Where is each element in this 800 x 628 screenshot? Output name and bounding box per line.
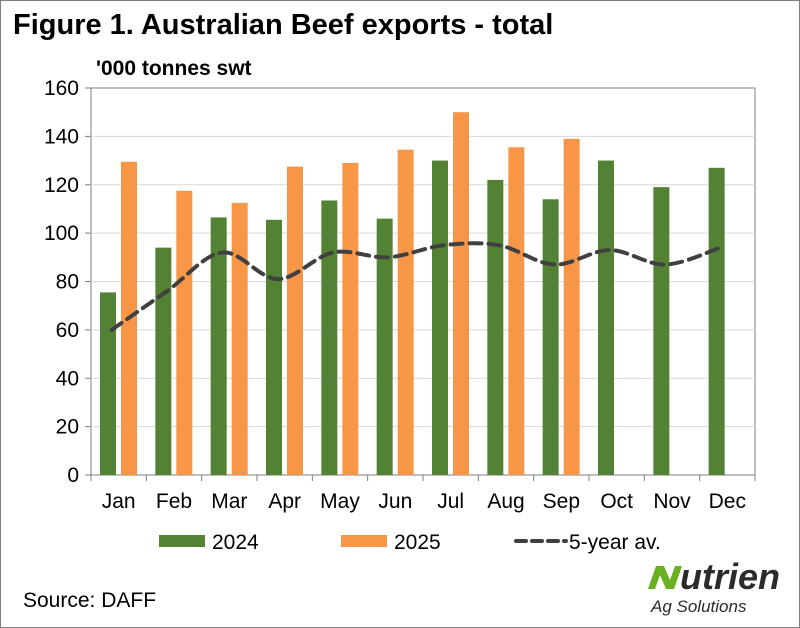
bar-2025 [397,149,414,475]
x-tick-label: Dec [709,490,746,513]
legend-label-2025: 2025 [394,531,441,554]
nutrien-logo-tagline: Ag Solutions [650,597,747,616]
y-axis-unit-label: '000 tonnes swt [96,57,252,80]
bar-2025 [231,202,248,475]
y-tick-label: 80 [56,271,79,294]
legend-label-2024: 2024 [212,531,259,554]
x-tick-label: Nov [653,490,691,513]
legend-swatch-2025 [341,535,387,547]
bar-2024 [542,199,559,475]
y-tick-label: 140 [44,125,79,148]
bar-2025 [342,162,359,475]
y-tick-label: 0 [67,464,79,487]
x-tick-label: Aug [487,490,524,513]
x-tick-label: Mar [211,490,247,513]
y-tick-label: 160 [44,77,79,100]
legend-label-5-year-average: 5-year av. [569,531,661,554]
x-tick-label: Oct [600,490,633,513]
bar-2024 [376,218,393,476]
x-tick-label: Sep [543,490,580,513]
bar-2024 [598,160,614,475]
x-tick-label: Feb [156,490,192,513]
y-tick-label: 120 [44,174,79,197]
nutrien-logo-wordmark: utrien [680,556,780,597]
bar-2025 [176,190,193,475]
bar-2024 [432,160,448,475]
x-tick-label: May [320,490,360,513]
bar-2024 [653,187,670,475]
x-tick-label: Jan [102,490,136,513]
bar-2025 [508,147,525,475]
y-tick-label: 40 [56,367,79,390]
series-line-5-year-average [109,241,723,332]
bar-2024 [210,217,227,475]
bar-2024 [266,219,282,475]
bar-2024 [321,200,338,476]
bar-2025 [453,112,469,475]
chart-title: Figure 1. Australian Beef exports - tota… [13,9,554,41]
bar-2024 [708,167,725,475]
nutrien-logo-mark [648,566,682,589]
bar-2025 [287,166,303,475]
bar-2024 [487,179,504,475]
y-tick-label: 20 [56,416,79,439]
bar-2024 [155,247,172,475]
x-tick-label: Jul [437,490,464,513]
x-tick-label: Apr [268,490,301,513]
y-tick-label: 60 [56,319,79,342]
bar-2025 [563,138,580,475]
source-note: Source: DAFF [23,589,157,612]
legend-swatch-2024 [159,535,205,547]
x-tick-label: Jun [378,490,412,513]
bar-2024 [100,292,116,475]
y-tick-label: 100 [44,222,79,245]
